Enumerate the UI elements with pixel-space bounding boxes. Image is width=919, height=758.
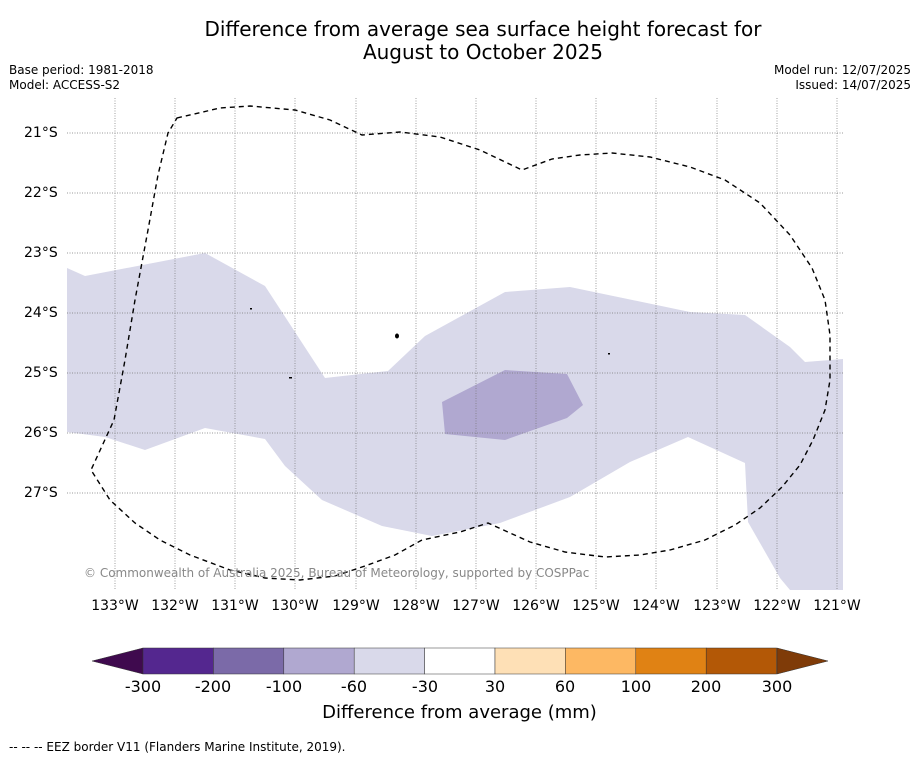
lat-label: 24°S bbox=[24, 305, 58, 321]
model-name: Model: ACCESS-S2 bbox=[9, 78, 121, 92]
colorbar-segment bbox=[494, 647, 566, 675]
lat-label: 23°S bbox=[24, 245, 58, 261]
islands bbox=[250, 308, 610, 379]
lon-label: 132°W bbox=[151, 598, 199, 614]
colorbar-extend-low bbox=[91, 647, 144, 675]
map-title: Difference from average sea surface heig… bbox=[0, 18, 919, 64]
lon-label: 131°W bbox=[211, 598, 259, 614]
colorbar-tick: 60 bbox=[554, 677, 576, 696]
title-line-1: Difference from average sea surface heig… bbox=[204, 17, 762, 41]
lon-label: 128°W bbox=[392, 598, 440, 614]
colorbar-segment bbox=[635, 647, 707, 675]
colorbar-segment bbox=[565, 647, 637, 675]
colorbar-tick: 100 bbox=[620, 677, 652, 696]
meta-right: Model run: 12/07/2025 Issued: 14/07/2025 bbox=[774, 63, 911, 93]
model-run: Model run: 12/07/2025 bbox=[773, 63, 911, 77]
colorbar-segment bbox=[283, 647, 355, 675]
colorbar-title: Difference from average (mm) bbox=[322, 702, 597, 723]
colorbar-tick: 200 bbox=[690, 677, 722, 696]
title-line-2: August to October 2025 bbox=[362, 40, 604, 64]
lat-label: 27°S bbox=[24, 485, 58, 501]
colorbar-segment bbox=[353, 647, 425, 675]
colorbar-tick: 30 bbox=[484, 677, 506, 696]
eez-border bbox=[90, 105, 831, 581]
colorbar-tick: -100 bbox=[265, 677, 303, 696]
lon-label: 123°W bbox=[693, 598, 741, 614]
lon-label: 124°W bbox=[632, 598, 680, 614]
colorbar-segment bbox=[705, 647, 777, 675]
lon-label: 125°W bbox=[572, 598, 620, 614]
colorbar-segment bbox=[424, 647, 496, 675]
copyright-text: © Commonwealth of Australia 2025, Bureau… bbox=[84, 566, 589, 580]
lat-label: 26°S bbox=[24, 425, 58, 441]
colorbar-segment bbox=[142, 647, 214, 675]
lon-label: 133°W bbox=[91, 598, 139, 614]
lon-label: 130°W bbox=[271, 598, 319, 614]
issued-date: Issued: 14/07/2025 bbox=[795, 78, 911, 92]
eez-legend: -- -- -- EEZ border V11 (Flanders Marine… bbox=[9, 740, 346, 754]
colorbar-tick: 300 bbox=[761, 677, 793, 696]
colorbar-tick: -300 bbox=[124, 677, 162, 696]
lat-label: 25°S bbox=[24, 365, 58, 381]
gridlines bbox=[67, 98, 843, 590]
lat-label: 22°S bbox=[24, 185, 58, 201]
colorbar-tick: -30 bbox=[411, 677, 439, 696]
colorbar bbox=[91, 647, 829, 675]
lon-label: 121°W bbox=[813, 598, 861, 614]
colorbar-extend-high bbox=[776, 647, 829, 675]
meta-left: Base period: 1981-2018 Model: ACCESS-S2 bbox=[9, 63, 154, 93]
lon-label: 122°W bbox=[753, 598, 801, 614]
colorbar-tick: -60 bbox=[340, 677, 368, 696]
base-period: Base period: 1981-2018 bbox=[9, 63, 154, 77]
lat-label: 21°S bbox=[24, 125, 58, 141]
colorbar-tick: -200 bbox=[194, 677, 232, 696]
lon-label: 127°W bbox=[452, 598, 500, 614]
lon-label: 129°W bbox=[332, 598, 380, 614]
lon-label: 126°W bbox=[512, 598, 560, 614]
contour-medium-patch bbox=[442, 370, 583, 440]
colorbar-segment bbox=[213, 647, 285, 675]
